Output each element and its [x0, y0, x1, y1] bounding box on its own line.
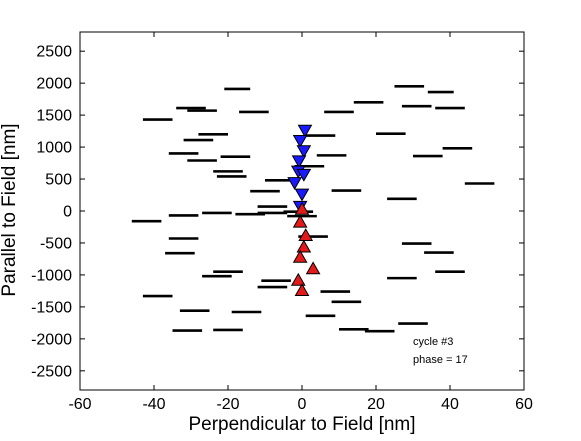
marker-triangle-down: [287, 177, 302, 191]
y-tick-label: 2500: [36, 44, 72, 61]
markers-layer: [287, 124, 321, 296]
y-tick-label: -1500: [31, 299, 72, 316]
y-tick-label: 1500: [36, 108, 72, 125]
marker-triangle-down: [294, 188, 310, 202]
marker-triangle-up: [292, 249, 308, 263]
x-tick-label: 20: [367, 396, 385, 413]
marker-triangle-down: [292, 134, 308, 148]
marker-triangle-down: [296, 145, 312, 159]
x-tick-label: -20: [216, 396, 239, 413]
y-tick-label: 500: [45, 172, 72, 189]
marker-triangle-up: [294, 201, 310, 215]
annotation-cycle: cycle #3: [413, 336, 453, 348]
segments-layer: [131, 85, 495, 333]
marker-triangle-up: [292, 214, 308, 228]
y-tick-label: 2000: [36, 76, 72, 93]
x-tick-label: 40: [441, 396, 459, 413]
marker-triangle-up: [296, 239, 312, 253]
marker-triangle-up: [305, 261, 321, 275]
y-tick-label: -2000: [31, 331, 72, 348]
marker-triangle-up: [294, 283, 310, 296]
marker-triangle-down: [296, 168, 312, 182]
y-tick-label: 1000: [36, 140, 72, 157]
marker-triangle-down: [291, 155, 307, 169]
marker-triangle-up: [290, 272, 306, 286]
y-tick-label: -1000: [31, 267, 72, 284]
y-axis-label: Parallel to Field [nm]: [0, 123, 20, 296]
y-tick-label: -500: [40, 235, 72, 252]
x-tick-label: 60: [515, 396, 533, 413]
x-tick-label: -40: [142, 396, 165, 413]
marker-triangle-up: [298, 228, 314, 241]
x-axis-label: Perpendicular to Field [nm]: [188, 414, 415, 435]
marker-triangle-down: [297, 124, 313, 138]
x-tick-label: 0: [298, 396, 307, 413]
x-tick-label: -60: [68, 396, 91, 413]
y-tick-label: 0: [63, 204, 72, 221]
annotation-phase: phase = 17: [413, 354, 468, 366]
y-tick-label: -2500: [31, 363, 72, 380]
axes-layer: -60 -40 -20 0 20 40 60 -2500 -2000 -1500 -1000 -500…: [31, 31, 533, 413]
